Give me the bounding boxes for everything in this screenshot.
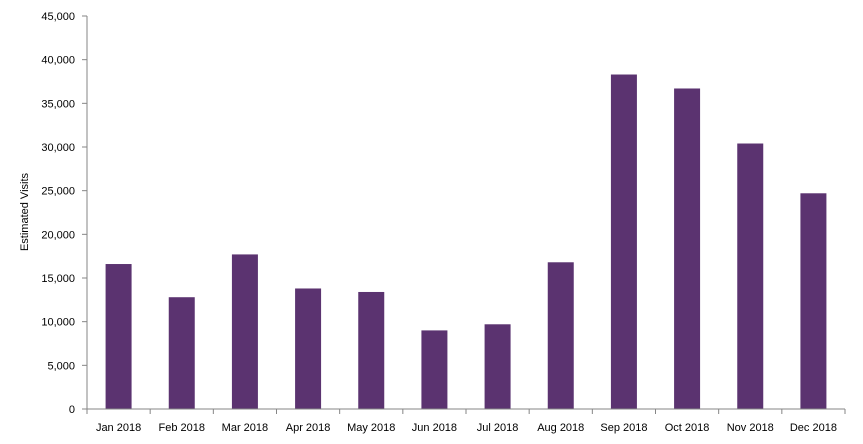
x-axis: Jan 2018 Feb 2018 Mar 2018 Apr 2018 May 2018… xyxy=(86,408,846,434)
x-tick-label: Mar 2018 xyxy=(222,422,268,434)
bars xyxy=(105,74,827,410)
bar xyxy=(358,291,385,409)
x-tick-label: Jul 2018 xyxy=(477,422,519,434)
bar xyxy=(610,74,637,409)
x-tick-label: Apr 2018 xyxy=(286,422,331,434)
y-tick-label: 45,000 xyxy=(41,11,75,23)
x-tick-label: Jun 2018 xyxy=(412,422,457,434)
bar xyxy=(737,143,764,410)
bar xyxy=(674,88,701,409)
bar xyxy=(547,262,574,409)
x-tick-label: Aug 2018 xyxy=(537,422,584,434)
y-tick-label: 10,000 xyxy=(41,317,75,329)
x-tick-label: Sep 2018 xyxy=(600,422,647,434)
y-tick-label: 20,000 xyxy=(41,229,75,241)
bar xyxy=(295,288,322,409)
x-tick-label: Feb 2018 xyxy=(159,422,205,434)
y-tick-label: 15,000 xyxy=(41,273,75,285)
x-tick-label: Nov 2018 xyxy=(727,422,774,434)
x-tick-label: May 2018 xyxy=(347,422,395,434)
bar xyxy=(231,254,258,409)
x-tick-label: Oct 2018 xyxy=(665,422,710,434)
y-tick-label: 25,000 xyxy=(41,186,75,198)
y-axis: 0 5,000 10,000 15,000 20,000 25,000 30,000 35,0… xyxy=(41,11,88,416)
y-tick-label: 35,000 xyxy=(41,98,75,110)
bar xyxy=(800,193,827,409)
bar xyxy=(168,297,195,409)
y-axis-title: Estimated Visits xyxy=(19,172,31,251)
bar xyxy=(421,330,448,409)
y-tick-label: 5,000 xyxy=(47,360,75,372)
y-tick-label: 30,000 xyxy=(41,142,75,154)
x-tick-label: Dec 2018 xyxy=(790,422,837,434)
bar xyxy=(105,264,132,409)
y-tick-label: 0 xyxy=(69,404,75,416)
x-tick-label: Jan 2018 xyxy=(96,422,141,434)
bar xyxy=(484,324,511,409)
y-tick-label: 40,000 xyxy=(41,55,75,67)
